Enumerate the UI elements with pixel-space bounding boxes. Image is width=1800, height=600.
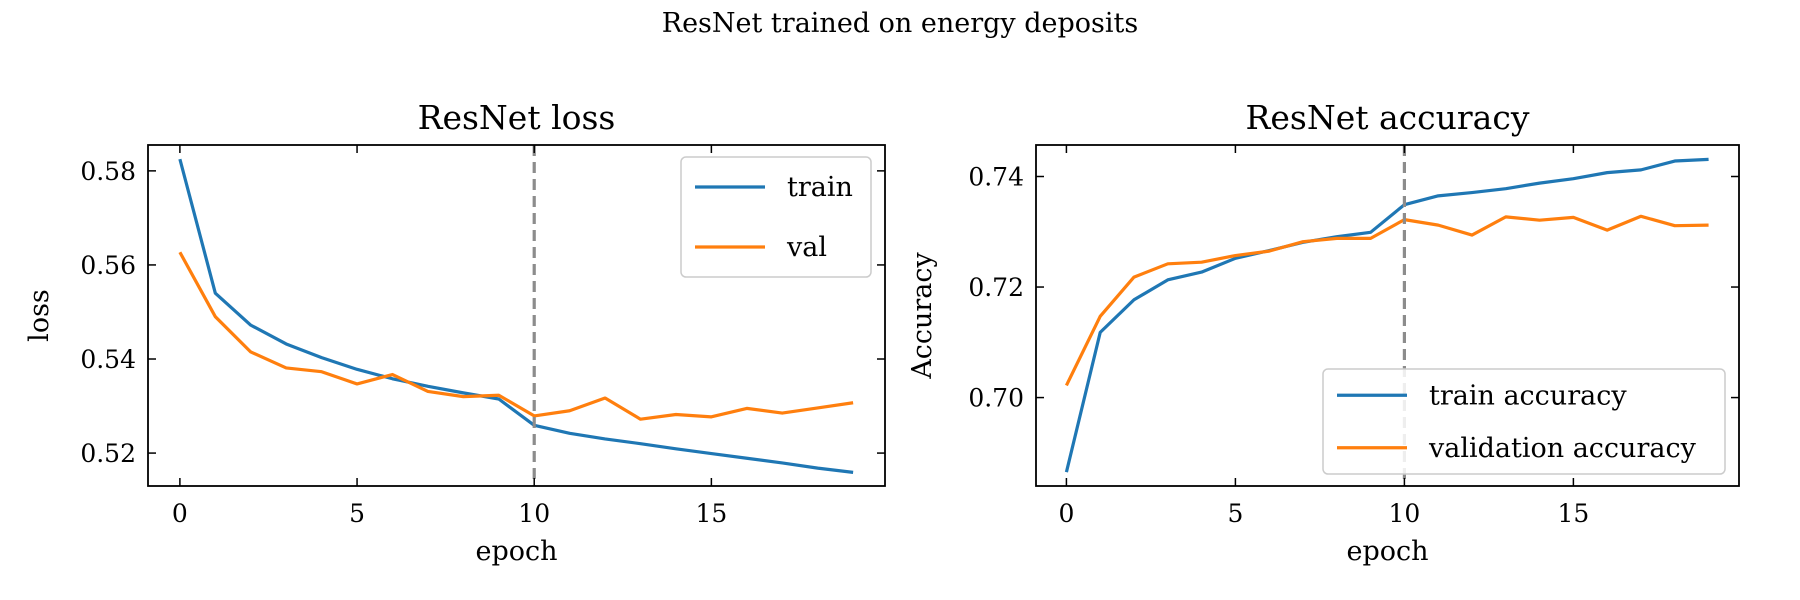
- figure-suptitle: ResNet trained on energy deposits: [661, 8, 1139, 39]
- y-axis-label: loss: [24, 289, 55, 342]
- axes-frame: [147, 144, 886, 487]
- chart-panel-1: ResNet loss 0 5 10 15 0.52 0.54 0.56 0.58 epoch lo…: [24, 98, 886, 567]
- y-tick-label: 0.72: [968, 273, 1024, 302]
- x-tick-label: 15: [695, 499, 727, 528]
- axes-frame: [1035, 144, 1740, 487]
- series-line-validation-accuracy: [1064, 214, 1709, 387]
- y-tick-label: 0.52: [80, 439, 136, 468]
- legend-box: [1322, 368, 1726, 475]
- chart-title: ResNet loss: [418, 98, 616, 137]
- legend-label: validation accuracy: [1428, 433, 1697, 464]
- x-axis-label: epoch: [1346, 536, 1428, 567]
- series-line-train: [178, 158, 854, 474]
- legend: train val: [680, 156, 872, 278]
- x-tick-label: 10: [1388, 499, 1420, 528]
- x-tick-label: 0: [172, 499, 188, 528]
- y-axis-label: Accuracy: [907, 252, 938, 380]
- x-tick-label: 0: [1058, 499, 1074, 528]
- y-tick-label: 0.74: [968, 163, 1024, 192]
- x-axis-label: epoch: [475, 536, 557, 567]
- chart-title: ResNet accuracy: [1246, 98, 1530, 137]
- y-tick-label: 0.54: [80, 345, 136, 374]
- legend-label: train accuracy: [1429, 380, 1627, 411]
- x-tick-label: 10: [518, 499, 550, 528]
- y-tick-label: 0.58: [80, 157, 136, 186]
- y-tick-label: 0.70: [968, 384, 1024, 413]
- y-tick-label: 0.56: [80, 251, 136, 280]
- x-tick-label: 5: [1227, 499, 1243, 528]
- chart-panel-2: ResNet accuracy 0 5 10 15 0.70 0.72 0.74 epoch Ac…: [907, 98, 1740, 567]
- series-line-train-accuracy: [1064, 157, 1709, 473]
- x-tick-label: 5: [349, 499, 365, 528]
- legend-label: val: [786, 232, 827, 263]
- legend: train accuracy validation accuracy: [1322, 368, 1726, 475]
- series-line-val: [178, 251, 854, 421]
- x-tick-label: 15: [1557, 499, 1589, 528]
- legend-label: train: [787, 172, 853, 203]
